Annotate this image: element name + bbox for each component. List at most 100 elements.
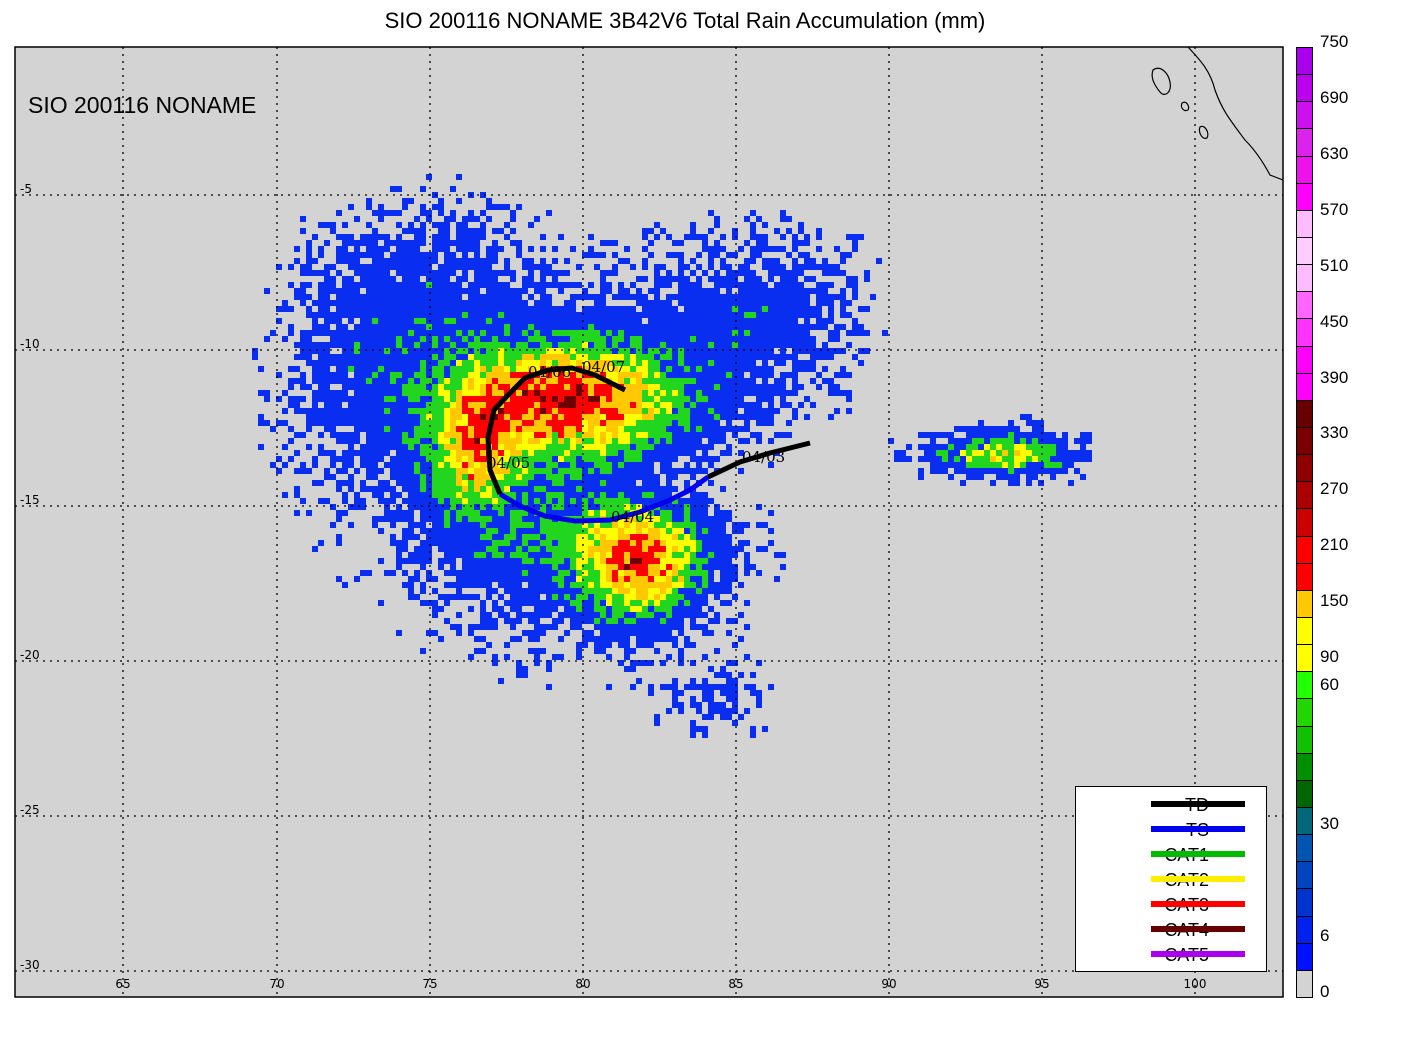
rain-cell xyxy=(726,552,732,558)
rain-cell xyxy=(768,366,774,372)
rain-cell xyxy=(588,360,594,366)
rain-cell xyxy=(540,348,546,354)
rain-cell xyxy=(588,480,594,486)
rain-cell xyxy=(390,282,396,288)
rain-cell xyxy=(474,462,480,468)
rain-cell xyxy=(672,546,678,552)
rain-cell xyxy=(678,288,684,294)
rain-cell xyxy=(612,552,618,558)
rain-cell xyxy=(498,594,504,600)
rain-cell xyxy=(660,630,666,636)
rain-cell xyxy=(456,282,462,288)
rain-cell xyxy=(768,324,774,330)
rain-cell xyxy=(1038,480,1044,486)
rain-cell xyxy=(378,234,384,240)
rain-cell xyxy=(450,186,456,192)
rain-cell xyxy=(534,570,540,576)
rain-cell xyxy=(282,300,288,306)
rain-cell xyxy=(666,654,672,660)
rain-cell xyxy=(486,474,492,480)
rain-cell xyxy=(594,306,600,312)
rain-cell xyxy=(732,720,738,726)
rain-cell xyxy=(720,702,726,708)
rain-cell xyxy=(726,288,732,294)
rain-cell xyxy=(654,540,660,546)
rain-cell xyxy=(642,546,648,552)
rain-cell xyxy=(432,516,438,522)
rain-cell xyxy=(384,318,390,324)
rain-cell xyxy=(384,378,390,384)
rain-cell xyxy=(324,330,330,336)
rain-cell xyxy=(636,534,642,540)
rain-cell xyxy=(450,342,456,348)
rain-cell xyxy=(618,438,624,444)
rain-cell xyxy=(372,444,378,450)
rain-cell xyxy=(630,600,636,606)
rain-cell xyxy=(582,324,588,330)
rain-cell xyxy=(792,282,798,288)
rain-cell xyxy=(372,420,378,426)
rain-cell xyxy=(684,468,690,474)
rain-cell xyxy=(684,450,690,456)
rain-cell xyxy=(306,354,312,360)
rain-cell xyxy=(690,282,696,288)
rain-cell xyxy=(552,480,558,486)
rain-cell xyxy=(666,552,672,558)
rain-cell xyxy=(642,636,648,642)
rain-cell xyxy=(606,498,612,504)
rain-cell xyxy=(438,522,444,528)
rain-cell xyxy=(426,366,432,372)
rain-cell xyxy=(360,270,366,276)
rain-cell xyxy=(816,228,822,234)
rain-cell xyxy=(420,438,426,444)
rain-cell xyxy=(366,348,372,354)
rain-cell xyxy=(492,534,498,540)
rain-cell xyxy=(390,570,396,576)
rain-cell xyxy=(402,498,408,504)
rain-cell xyxy=(600,630,606,636)
rain-cell xyxy=(492,420,498,426)
rain-cell xyxy=(498,414,504,420)
rain-cell xyxy=(600,306,606,312)
rain-cell xyxy=(744,294,750,300)
rain-cell xyxy=(426,294,432,300)
rain-cell xyxy=(378,396,384,402)
rain-cell xyxy=(582,636,588,642)
rain-cell xyxy=(618,588,624,594)
rain-cell xyxy=(420,588,426,594)
rain-cell xyxy=(558,450,564,456)
rain-cell xyxy=(666,612,672,618)
rain-cell xyxy=(624,390,630,396)
rain-cell xyxy=(660,342,666,348)
rain-cell xyxy=(336,252,342,258)
rain-cell xyxy=(696,516,702,522)
rain-cell xyxy=(588,384,594,390)
legend-item: CAT3 xyxy=(1076,892,1266,917)
rain-cell xyxy=(660,468,666,474)
rain-cell xyxy=(474,354,480,360)
rain-cell xyxy=(504,654,510,660)
rain-cell xyxy=(750,210,756,216)
rain-cell xyxy=(780,348,786,354)
rain-cell xyxy=(576,582,582,588)
rain-cell xyxy=(792,360,798,366)
rain-cell xyxy=(324,378,330,384)
rain-cell xyxy=(612,618,618,624)
rain-cell xyxy=(354,378,360,384)
rain-cell xyxy=(534,588,540,594)
rain-cell xyxy=(678,540,684,546)
rain-cell xyxy=(396,456,402,462)
rain-cell xyxy=(402,264,408,270)
rain-cell xyxy=(384,438,390,444)
colorbar-segment xyxy=(1297,916,1312,944)
rain-cell xyxy=(642,588,648,594)
rain-cell xyxy=(630,528,636,534)
rain-cell xyxy=(540,564,546,570)
rain-cell xyxy=(744,306,750,312)
rain-cell xyxy=(546,444,552,450)
rain-cell xyxy=(672,276,678,282)
rain-cell xyxy=(624,558,630,564)
rain-cell xyxy=(474,342,480,348)
rain-cell xyxy=(408,384,414,390)
rain-cell xyxy=(336,390,342,396)
